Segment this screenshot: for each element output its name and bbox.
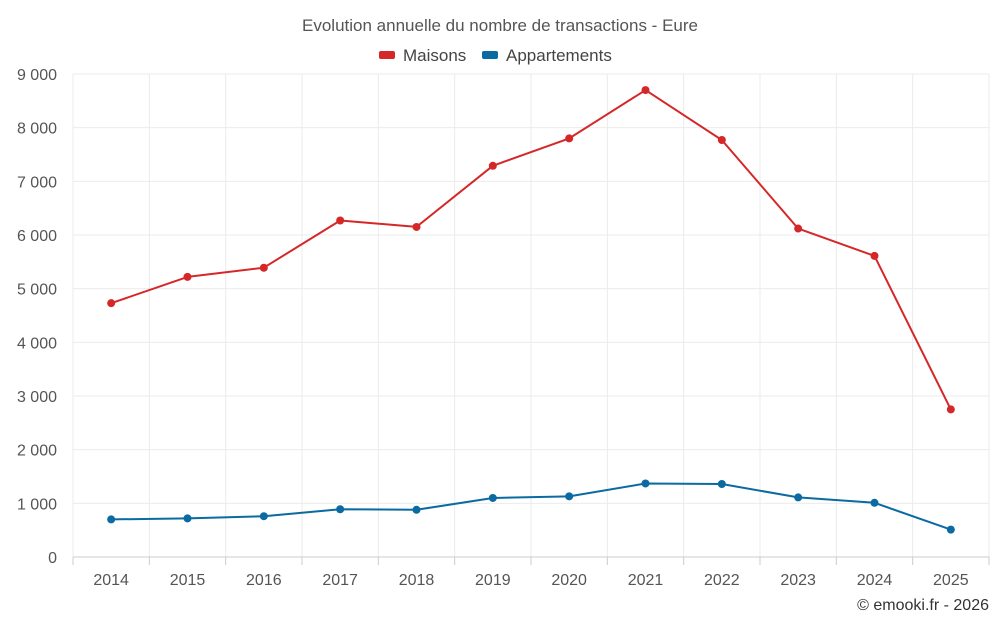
data-point-appartements-2025[interactable] xyxy=(946,525,955,534)
y-tick-label: 3 000 xyxy=(17,389,57,406)
credit-text: © emooki.fr - 2026 xyxy=(857,597,989,614)
legend-item-appartements[interactable]: Appartements xyxy=(482,46,612,65)
data-point-appartements-2022[interactable] xyxy=(717,480,726,489)
series-line-appartements xyxy=(111,482,952,531)
data-point-maisons-2015[interactable] xyxy=(183,272,192,281)
data-point-maisons-2023[interactable] xyxy=(794,224,803,233)
data-point-maisons-2016[interactable] xyxy=(259,263,268,272)
y-tick-label: 4 000 xyxy=(17,335,57,352)
x-tick-label: 2021 xyxy=(628,572,664,589)
data-point-appartements-2018[interactable] xyxy=(412,505,421,514)
legend-swatch-appartements xyxy=(482,51,498,59)
data-point-maisons-2022[interactable] xyxy=(717,136,726,145)
data-point-maisons-2014[interactable] xyxy=(107,299,116,308)
legend[interactable]: Maisons Appartements xyxy=(379,46,612,65)
x-tick-label: 2018 xyxy=(399,572,435,589)
x-tick-label: 2022 xyxy=(704,572,740,589)
axes: 0 1 000 2 000 3 000 4 000 5 000 6 000 7 000 8 00… xyxy=(17,67,990,589)
x-tick-label: 2016 xyxy=(246,572,282,589)
gridlines xyxy=(72,73,990,557)
data-point-maisons-2017[interactable] xyxy=(336,216,345,225)
y-tick-label: 6 000 xyxy=(17,228,57,245)
data-point-appartements-2015[interactable] xyxy=(183,514,192,523)
data-point-appartements-2023[interactable] xyxy=(794,493,803,502)
data-point-appartements-2017[interactable] xyxy=(336,505,345,514)
data-point-appartements-2021[interactable] xyxy=(641,479,650,488)
data-point-appartements-2020[interactable] xyxy=(565,492,574,501)
data-point-appartements-2014[interactable] xyxy=(107,515,116,524)
x-tick-label: 2023 xyxy=(780,572,816,589)
y-tick-label: 1 000 xyxy=(17,496,57,513)
y-tick-label: 8 000 xyxy=(17,121,57,138)
y-tick-label: 0 xyxy=(48,550,57,567)
x-tick-label: 2024 xyxy=(857,572,893,589)
x-tick-label: 2014 xyxy=(93,572,129,589)
x-tick-label: 2015 xyxy=(170,572,206,589)
y-tick-label: 2 000 xyxy=(17,443,57,460)
y-tick-label: 5 000 xyxy=(17,282,57,299)
data-point-maisons-2018[interactable] xyxy=(412,222,421,231)
data-point-maisons-2021[interactable] xyxy=(641,86,650,95)
x-tick-label: 2020 xyxy=(551,572,587,589)
x-tick-label: 2019 xyxy=(475,572,511,589)
data-point-maisons-2020[interactable] xyxy=(565,134,574,143)
data-point-appartements-2016[interactable] xyxy=(259,512,268,521)
plot-area xyxy=(107,86,955,534)
x-tick-label: 2017 xyxy=(322,572,358,589)
data-point-maisons-2019[interactable] xyxy=(488,161,497,170)
x-tick-label: 2025 xyxy=(933,572,969,589)
y-tick-label: 9 000 xyxy=(17,67,57,84)
legend-swatch-maisons xyxy=(379,51,395,59)
legend-item-maisons[interactable]: Maisons xyxy=(379,46,466,65)
data-point-maisons-2024[interactable] xyxy=(870,251,879,260)
legend-label-maisons: Maisons xyxy=(403,46,466,65)
chart-title: Evolution annuelle du nombre de transact… xyxy=(302,16,698,35)
data-point-maisons-2025[interactable] xyxy=(946,405,955,414)
data-point-appartements-2019[interactable] xyxy=(488,493,497,502)
legend-label-appartements: Appartements xyxy=(506,46,612,65)
data-point-appartements-2024[interactable] xyxy=(870,498,879,507)
y-tick-label: 7 000 xyxy=(17,174,57,191)
series-line-maisons xyxy=(110,89,952,410)
